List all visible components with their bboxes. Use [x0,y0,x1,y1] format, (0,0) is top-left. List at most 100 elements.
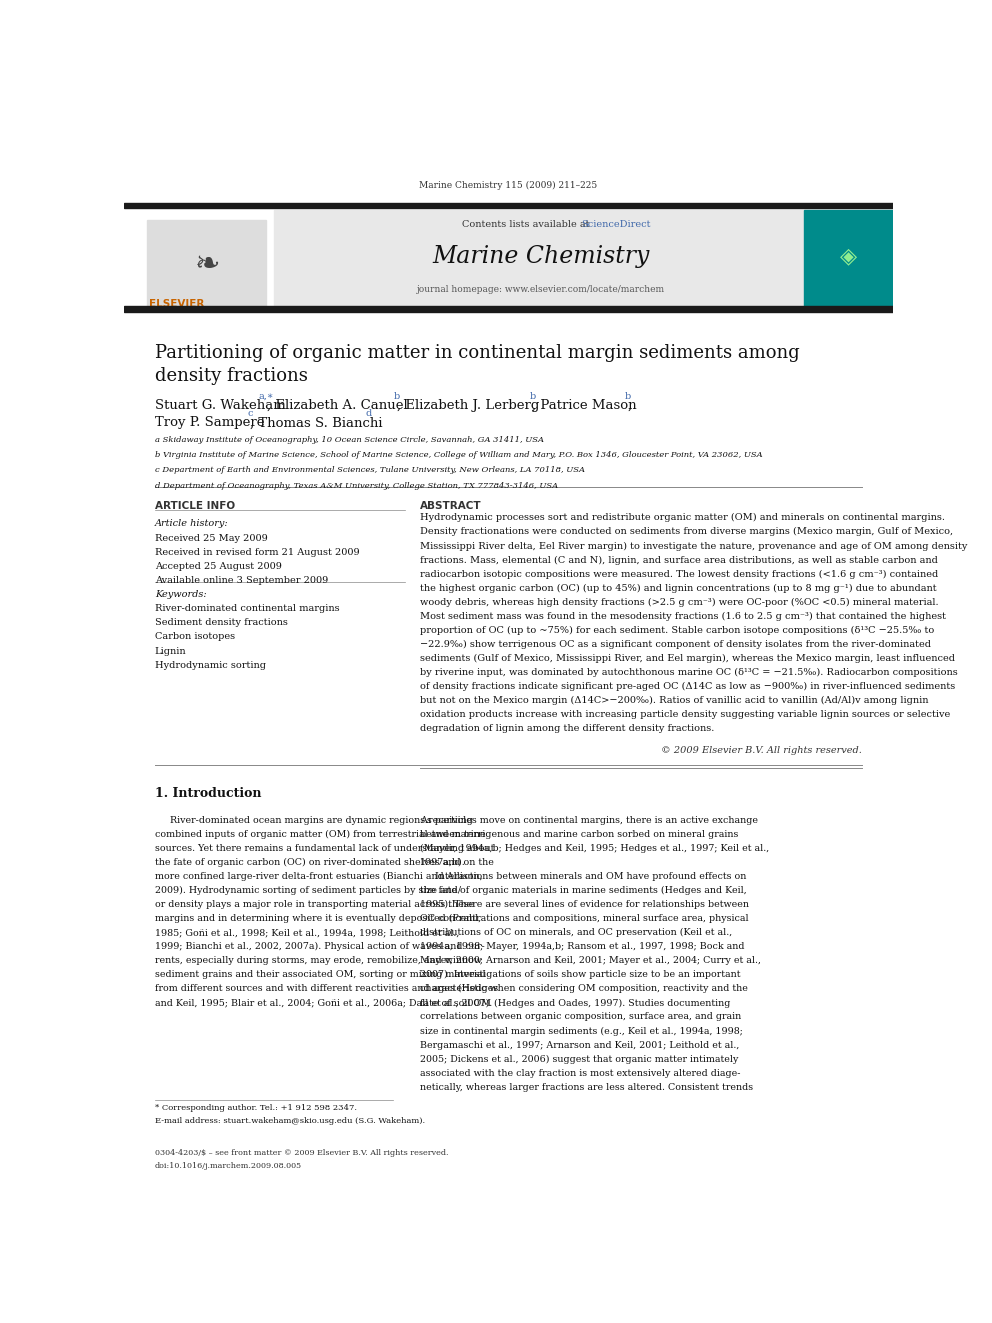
Text: As particles move on continental margins, there is an active exchange: As particles move on continental margins… [420,815,758,824]
Text: © 2009 Elsevier B.V. All rights reserved.: © 2009 Elsevier B.V. All rights reserved… [662,746,862,755]
Text: * Corresponding author. Tel.: +1 912 598 2347.: * Corresponding author. Tel.: +1 912 598… [155,1105,357,1113]
Text: , Elizabeth A. Canuel: , Elizabeth A. Canuel [267,400,412,413]
Text: 1997a,b).: 1997a,b). [420,857,465,867]
Bar [124,307,893,312]
Text: c: c [247,409,253,418]
Text: fate of soil OM (Hedges and Oades, 1997). Studies documenting: fate of soil OM (Hedges and Oades, 1997)… [420,999,730,1008]
Text: between terrigenous and marine carbon sorbed on mineral grains: between terrigenous and marine carbon so… [420,830,738,839]
Text: sediments (Gulf of Mexico, Mississippi River, and Eel margin), whereas the Mexic: sediments (Gulf of Mexico, Mississippi R… [420,654,955,663]
Text: of density fractions indicate significant pre-aged OC (Δ14C as low as −900‰) in : of density fractions indicate significan… [420,681,955,691]
Text: 2005; Dickens et al., 2006) suggest that organic matter intimately: 2005; Dickens et al., 2006) suggest that… [420,1054,738,1064]
Text: River-dominated continental margins: River-dominated continental margins [155,603,339,613]
Text: woody debris, whereas high density fractions (>2.5 g cm⁻³) were OC-poor (%OC <0.: woody debris, whereas high density fract… [420,598,938,607]
Text: Carbon isotopes: Carbon isotopes [155,632,235,642]
Text: Marine Chemistry: Marine Chemistry [432,245,650,269]
Text: by riverine input, was dominated by autochthonous marine OC (δ¹³C = −21.5‰). Rad: by riverine input, was dominated by auto… [420,668,957,677]
Text: distributions of OC on minerals, and OC preservation (Keil et al.,: distributions of OC on minerals, and OC … [420,929,732,937]
Text: from different sources and with different reactivities and ages (Hedges: from different sources and with differen… [155,984,498,994]
Text: a,∗: a,∗ [259,392,274,401]
Text: c Department of Earth and Environmental Sciences, Tulane University, New Orleans: c Department of Earth and Environmental … [155,467,584,475]
Text: oxidation products increase with increasing particle density suggesting variable: oxidation products increase with increas… [420,710,950,720]
Text: Stuart G. Wakeham: Stuart G. Wakeham [155,400,290,413]
Text: and Keil, 1995; Blair et al., 2004; Goñi et al., 2006a; Dall et al., 2007).: and Keil, 1995; Blair et al., 2004; Goñi… [155,999,492,1007]
Text: rents, especially during storms, may erode, remobilize, and winnow: rents, especially during storms, may ero… [155,957,482,966]
Text: the highest organic carbon (OC) (up to 45%) and lignin concentrations (up to 8 m: the highest organic carbon (OC) (up to 4… [420,583,936,593]
Text: netically, whereas larger fractions are less altered. Consistent trends: netically, whereas larger fractions are … [420,1082,753,1091]
Text: 1985; Goñi et al., 1998; Keil et al., 1994a, 1998; Leithold et al.,: 1985; Goñi et al., 1998; Keil et al., 19… [155,929,459,937]
Text: E-mail address: stuart.wakeham@skio.usg.edu (S.G. Wakeham).: E-mail address: stuart.wakeham@skio.usg.… [155,1118,425,1126]
Text: d: d [365,409,371,418]
Text: but not on the Mexico margin (Δ14C>−200‰). Ratios of vanillic acid to vanillin (: but not on the Mexico margin (Δ14C>−200‰… [420,696,929,705]
Text: correlations between organic composition, surface area, and grain: correlations between organic composition… [420,1012,741,1021]
Text: ,: , [627,400,631,413]
Text: Marine Chemistry 115 (2009) 211–225: Marine Chemistry 115 (2009) 211–225 [420,181,597,189]
Text: ARTICLE INFO: ARTICLE INFO [155,501,235,511]
Text: 1995). There are several lines of evidence for relationships between: 1995). There are several lines of eviden… [420,900,749,909]
Text: or density plays a major role in transporting material across these: or density plays a major role in transpo… [155,900,474,909]
Text: Received 25 May 2009: Received 25 May 2009 [155,533,268,542]
Text: more confined large-river delta-front estuaries (Bianchi and Allison,: more confined large-river delta-front es… [155,872,482,881]
Text: OC concentrations and compositions, mineral surface area, physical: OC concentrations and compositions, mine… [420,914,749,923]
Text: Mississippi River delta, Eel River margin) to investigate the nature, provenance: Mississippi River delta, Eel River margi… [420,541,967,550]
Text: Troy P. Sampere: Troy P. Sampere [155,417,269,430]
Text: , Patrice Mason: , Patrice Mason [532,400,641,413]
Bar [124,202,893,208]
Text: , Elizabeth J. Lerberg: , Elizabeth J. Lerberg [397,400,544,413]
Text: combined inputs of organic matter (OM) from terrestrial and marine: combined inputs of organic matter (OM) f… [155,830,485,839]
Text: size in continental margin sediments (e.g., Keil et al., 1994a, 1998;: size in continental margin sediments (e.… [420,1027,743,1036]
Text: ELSEVIER: ELSEVIER [150,299,204,310]
Text: margins and in determining where it is eventually deposited (Prahl,: margins and in determining where it is e… [155,914,481,923]
Text: Available online 3 September 2009: Available online 3 September 2009 [155,577,328,586]
Text: Lignin: Lignin [155,647,186,656]
Text: Density fractionations were conducted on sediments from diverse margins (Mexico : Density fractionations were conducted on… [420,528,953,536]
Text: Hydrodynamic sorting: Hydrodynamic sorting [155,662,266,669]
Text: River-dominated ocean margins are dynamic regions receiving: River-dominated ocean margins are dynami… [155,815,472,824]
Text: proportion of OC (up to ~75%) for each sediment. Stable carbon isotope compositi: proportion of OC (up to ~75%) for each s… [420,626,934,635]
Text: the fate of organic carbon (OC) on river-dominated shelves and on the: the fate of organic carbon (OC) on river… [155,857,494,867]
Text: (Mayer, 1994a,b; Hedges and Keil, 1995; Hedges et al., 1997; Keil et al.,: (Mayer, 1994a,b; Hedges and Keil, 1995; … [420,844,769,853]
Text: b Virginia Institute of Marine Science, School of Marine Science, College of Wil: b Virginia Institute of Marine Science, … [155,451,763,459]
Text: Partitioning of organic matter in continental margin sediments among: Partitioning of organic matter in contin… [155,344,800,363]
Text: b: b [530,392,536,401]
Text: journal homepage: www.elsevier.com/locate/marchem: journal homepage: www.elsevier.com/locat… [417,284,665,294]
Text: 2007). Investigations of soils show particle size to be an important: 2007). Investigations of soils show part… [420,970,740,979]
Bar [147,220,266,310]
Text: a Skidaway Institute of Oceanography, 10 Ocean Science Circle, Savannah, GA 3141: a Skidaway Institute of Oceanography, 10… [155,435,544,443]
Text: 1994a, 1998; Mayer, 1994a,b; Ransom et al., 1997, 1998; Bock and: 1994a, 1998; Mayer, 1994a,b; Ransom et a… [420,942,744,951]
Text: Contents lists available at: Contents lists available at [462,221,593,229]
Text: radiocarbon isotopic compositions were measured. The lowest density fractions (<: radiocarbon isotopic compositions were m… [420,569,938,578]
Text: 1999; Bianchi et al., 2002, 2007a). Physical action of waves and cur-: 1999; Bianchi et al., 2002, 2007a). Phys… [155,942,484,951]
Text: Interactions between minerals and OM have profound effects on: Interactions between minerals and OM hav… [420,872,746,881]
Text: Sediment density fractions: Sediment density fractions [155,618,288,627]
Text: Received in revised form 21 August 2009: Received in revised form 21 August 2009 [155,548,359,557]
Text: the fate of organic materials in marine sediments (Hedges and Keil,: the fate of organic materials in marine … [420,886,747,896]
Text: Hydrodynamic processes sort and redistribute organic matter (OM) and minerals on: Hydrodynamic processes sort and redistri… [420,513,945,523]
Text: , Thomas S. Bianchi: , Thomas S. Bianchi [250,417,387,430]
Text: associated with the clay fraction is most extensively altered diage-: associated with the clay fraction is mos… [420,1069,740,1078]
Text: 2009). Hydrodynamic sorting of sediment particles by size and/: 2009). Hydrodynamic sorting of sediment … [155,886,461,896]
Text: density fractions: density fractions [155,366,308,385]
Text: ScienceDirect: ScienceDirect [581,221,651,229]
Text: b: b [394,392,400,401]
Text: d Department of Oceanography, Texas A&M University, College Station, TX 777843-3: d Department of Oceanography, Texas A&M … [155,482,558,490]
Text: Most sediment mass was found in the mesodensity fractions (1.6 to 2.5 g cm⁻³) th: Most sediment mass was found in the meso… [420,611,946,620]
Text: ABSTRACT: ABSTRACT [420,501,481,511]
Text: sources. Yet there remains a fundamental lack of understanding about: sources. Yet there remains a fundamental… [155,844,494,853]
Text: Keywords:: Keywords: [155,590,206,599]
Text: sediment grains and their associated OM, sorting or mixing material: sediment grains and their associated OM,… [155,970,485,979]
Text: fractions. Mass, elemental (C and N), lignin, and surface area distributions, as: fractions. Mass, elemental (C and N), li… [420,556,937,565]
Text: 1. Introduction: 1. Introduction [155,787,261,800]
Text: 0304-4203/$ – see front matter © 2009 Elsevier B.V. All rights reserved.: 0304-4203/$ – see front matter © 2009 El… [155,1148,448,1156]
Text: characteristic when considering OM composition, reactivity and the: characteristic when considering OM compo… [420,984,748,994]
Text: ◈: ◈ [840,246,857,266]
Bar [805,209,893,310]
Text: ❧: ❧ [194,250,220,279]
Text: b: b [624,392,631,401]
Text: −22.9‰) show terrigenous OC as a significant component of density isolates from : −22.9‰) show terrigenous OC as a signifi… [420,640,930,648]
Text: Mayer, 2000; Arnarson and Keil, 2001; Mayer et al., 2004; Curry et al.,: Mayer, 2000; Arnarson and Keil, 2001; Ma… [420,957,761,966]
Bar [274,209,805,310]
Text: Bergamaschi et al., 1997; Arnarson and Keil, 2001; Leithold et al.,: Bergamaschi et al., 1997; Arnarson and K… [420,1041,739,1049]
Text: Article history:: Article history: [155,520,228,528]
Text: degradation of lignin among the different density fractions.: degradation of lignin among the differen… [420,724,714,733]
Text: doi:10.1016/j.marchem.2009.08.005: doi:10.1016/j.marchem.2009.08.005 [155,1162,302,1170]
